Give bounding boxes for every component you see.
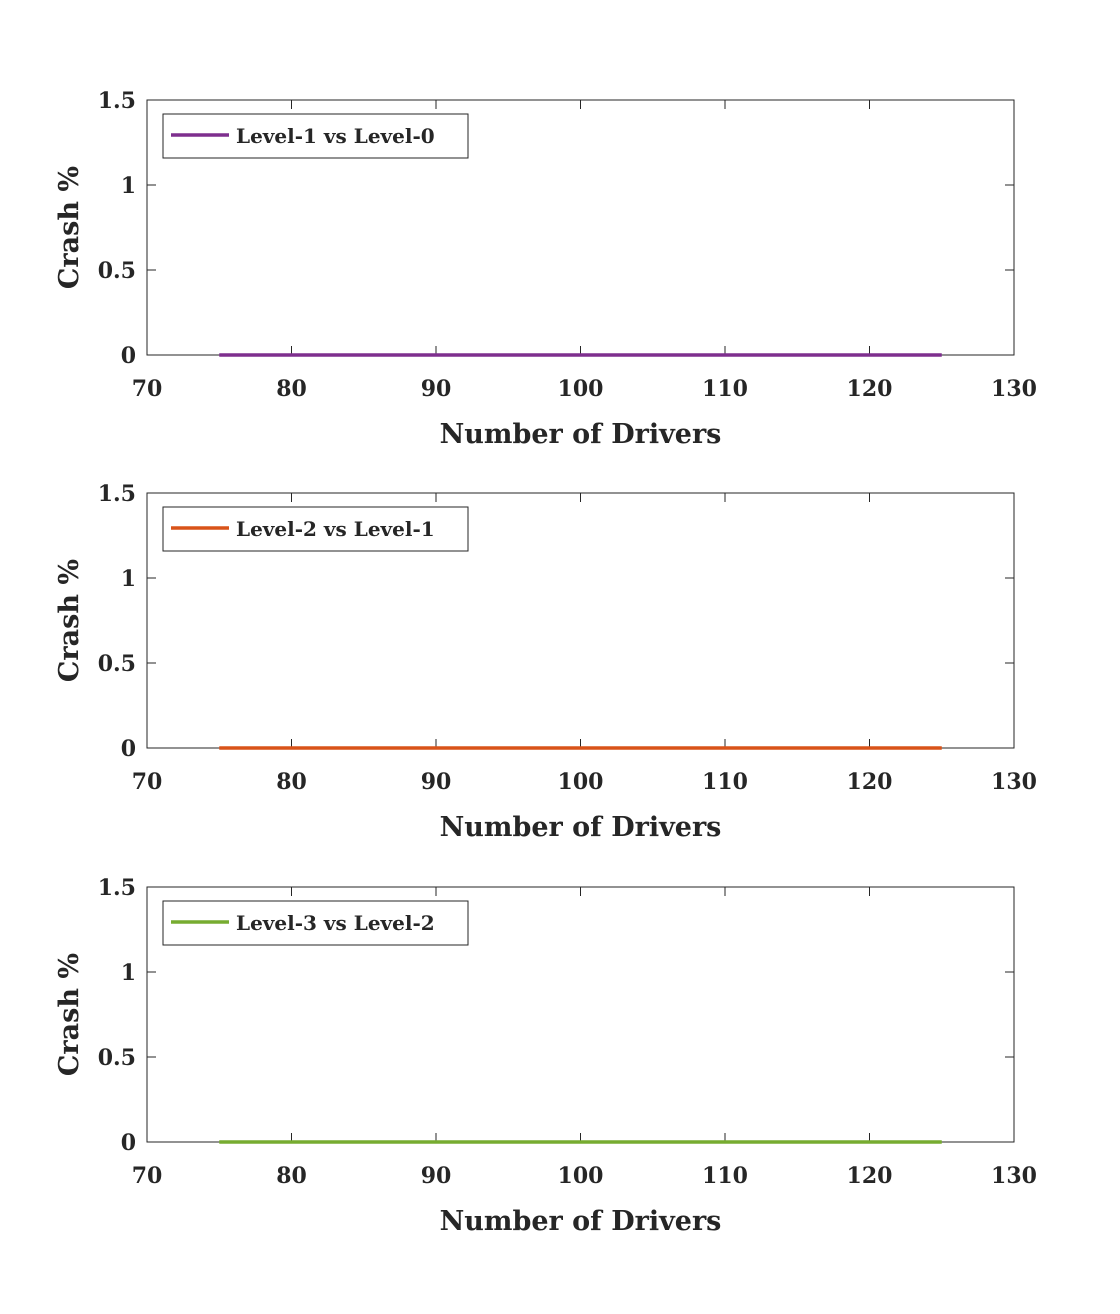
x-tick-label: 80 — [276, 1163, 307, 1189]
x-axis-label: Number of Drivers — [440, 419, 722, 450]
x-tick-label: 110 — [702, 1163, 748, 1189]
legend-label: Level-2 vs Level-1 — [236, 517, 435, 541]
subplot-1: 70 80 90 100 110 120 130 0 0.5 1 1.5 Number of Driv… — [54, 88, 1037, 450]
y-tick-label: 0 — [121, 736, 136, 762]
x-tick-label: 120 — [847, 376, 893, 402]
x-tick-label: 90 — [421, 376, 452, 402]
x-tick-label: 120 — [847, 769, 893, 795]
x-tick-label: 90 — [421, 1163, 452, 1189]
x-tick-label: 80 — [276, 769, 307, 795]
y-tick-label: 1 — [121, 960, 136, 986]
x-tick-label: 100 — [558, 1163, 604, 1189]
x-tick-label: 70 — [132, 376, 163, 402]
y-tick-label: 0 — [121, 343, 136, 369]
y-tick-label: 1 — [121, 173, 136, 199]
y-tick-label: 1.5 — [98, 88, 136, 114]
x-tick-label: 130 — [991, 769, 1037, 795]
y-tick-label: 1 — [121, 566, 136, 592]
x-tick-label: 120 — [847, 1163, 893, 1189]
x-tick-label: 70 — [132, 1163, 163, 1189]
y-tick-label: 0.5 — [98, 1045, 136, 1071]
x-tick-label: 80 — [276, 376, 307, 402]
y-tick-label: 1.5 — [98, 481, 136, 507]
subplot-2: 70 80 90 100 110 120 130 0 0.5 1 1.5 Number of Driv… — [54, 481, 1037, 843]
y-axis-label: Crash % — [54, 559, 85, 682]
y-tick-label: 0.5 — [98, 258, 136, 284]
legend-label: Level-1 vs Level-0 — [236, 124, 435, 148]
x-tick-label: 130 — [991, 376, 1037, 402]
x-tick-label: 110 — [702, 376, 748, 402]
y-tick-label: 1.5 — [98, 875, 136, 901]
x-axis-label: Number of Drivers — [440, 812, 722, 843]
x-tick-label: 110 — [702, 769, 748, 795]
x-tick-label: 100 — [558, 769, 604, 795]
y-tick-label: 0 — [121, 1130, 136, 1156]
x-tick-label: 90 — [421, 769, 452, 795]
x-axis-label: Number of Drivers — [440, 1206, 722, 1237]
subplot-3: 70 80 90 100 110 120 130 0 0.5 1 1.5 Number of Driv… — [54, 875, 1037, 1237]
y-tick-label: 0.5 — [98, 651, 136, 677]
x-tick-label: 100 — [558, 376, 604, 402]
legend-box — [162, 113, 469, 159]
x-tick-label: 70 — [132, 769, 163, 795]
y-axis-label: Crash % — [54, 953, 85, 1076]
legend-label: Level-3 vs Level-2 — [236, 911, 435, 935]
y-axis-label: Crash % — [54, 166, 85, 289]
x-tick-label: 130 — [991, 1163, 1037, 1189]
